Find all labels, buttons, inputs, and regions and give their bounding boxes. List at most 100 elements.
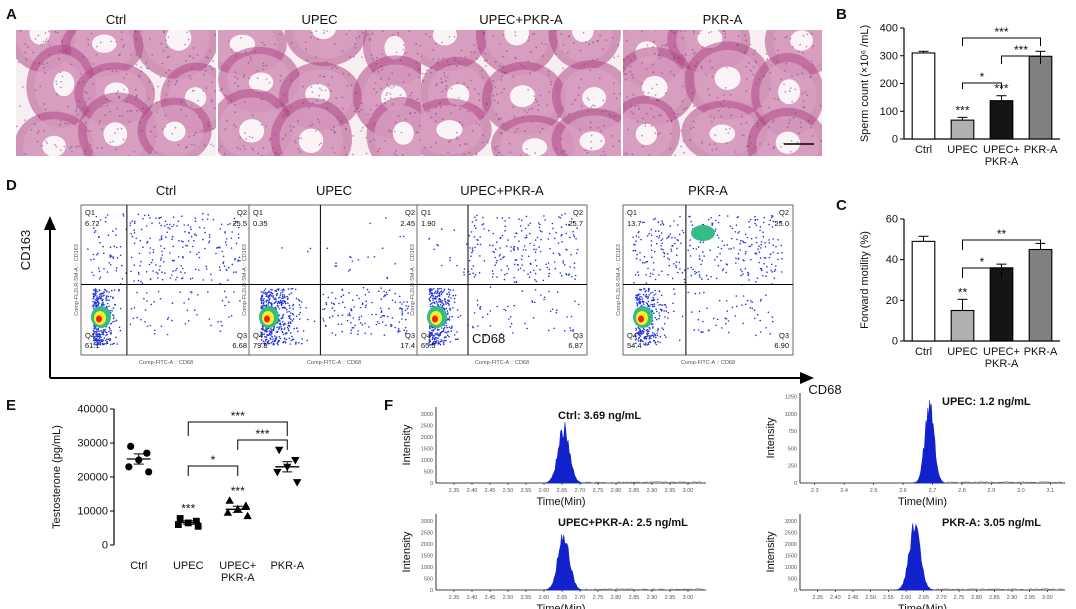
x-tick-label: 2.75 xyxy=(593,595,604,601)
cell-nucleus xyxy=(592,104,594,107)
event-dot xyxy=(323,308,326,310)
cell-nucleus xyxy=(453,104,456,107)
event-dot xyxy=(208,233,211,236)
event-dot xyxy=(657,328,659,330)
event-dot xyxy=(744,252,747,255)
event-dot xyxy=(104,339,107,342)
cell-nucleus xyxy=(641,117,644,120)
cell-nucleus xyxy=(167,36,170,39)
event-dot xyxy=(189,226,192,228)
cell-nucleus xyxy=(140,55,143,58)
event-dot xyxy=(483,260,486,262)
cell-nucleus xyxy=(330,128,333,131)
cell-nucleus xyxy=(752,66,755,68)
event-dot xyxy=(160,257,162,259)
event-dot xyxy=(647,343,650,346)
cell-nucleus xyxy=(402,44,405,46)
event-dot xyxy=(746,236,749,239)
event-dot xyxy=(149,278,152,281)
event-dot xyxy=(341,330,344,333)
cell-nucleus xyxy=(204,65,207,68)
y-tick-label: 1000 xyxy=(421,565,433,571)
cell-nucleus xyxy=(147,97,150,100)
cell-nucleus xyxy=(475,153,478,155)
event-dot xyxy=(702,331,704,333)
event-dot xyxy=(264,291,267,294)
event-dot xyxy=(645,342,647,344)
event-dot xyxy=(649,328,651,330)
event-dot xyxy=(559,254,561,256)
cell-nucleus xyxy=(447,151,449,154)
event-dot xyxy=(524,236,527,239)
cell-nucleus xyxy=(187,38,190,41)
event-dot xyxy=(725,318,728,320)
event-dot xyxy=(277,306,280,308)
event-dot xyxy=(543,298,545,301)
cell-nucleus xyxy=(745,145,748,148)
cell-nucleus xyxy=(602,150,605,153)
flow-plot-title: UPEC xyxy=(316,183,352,198)
cell-nucleus xyxy=(646,96,649,99)
event-dot xyxy=(133,232,136,234)
event-dot xyxy=(726,310,728,312)
x-tick-label: 2.55 xyxy=(521,488,532,494)
event-dot xyxy=(756,277,759,280)
cell-nucleus xyxy=(331,66,333,69)
cell-nucleus xyxy=(99,120,101,123)
cell-nucleus xyxy=(648,154,651,156)
cell-nucleus xyxy=(681,37,684,39)
event-dot xyxy=(103,288,106,291)
quadrant-q3-value: 17.4 xyxy=(400,341,415,350)
cell-nucleus xyxy=(464,143,466,145)
cell-nucleus xyxy=(354,43,356,45)
event-dot xyxy=(463,271,465,274)
cell-nucleus xyxy=(138,121,141,124)
cell-nucleus xyxy=(804,91,807,93)
cell-nucleus xyxy=(617,55,620,58)
x-tick-label: 2.50 xyxy=(503,488,514,494)
tubule-lumen xyxy=(163,121,186,142)
event-dot xyxy=(104,331,107,333)
event-dot xyxy=(769,333,771,335)
event-dot xyxy=(530,263,532,266)
event-dot xyxy=(281,294,284,296)
density-peak xyxy=(638,315,644,323)
event-dot xyxy=(224,231,226,233)
cell-nucleus xyxy=(159,76,162,78)
cell-nucleus xyxy=(810,76,812,79)
cell-nucleus xyxy=(807,119,810,122)
cell-nucleus xyxy=(562,43,565,46)
bracket-label: *** xyxy=(255,427,269,441)
cell-nucleus xyxy=(385,94,388,97)
cell-nucleus xyxy=(812,45,814,48)
event-dot xyxy=(506,272,508,275)
x-tick-label: 2.45 xyxy=(485,595,496,601)
event-dot xyxy=(280,292,282,294)
flow-tiny-x-label: Comp-FITC-A :: CD68 xyxy=(139,360,193,366)
cell-nucleus xyxy=(251,136,254,139)
cell-nucleus xyxy=(450,87,453,90)
cell-nucleus xyxy=(641,145,644,148)
event-dot xyxy=(325,303,328,306)
event-dot xyxy=(645,329,648,332)
cell-nucleus xyxy=(122,45,125,48)
event-dot xyxy=(172,216,175,218)
cell-nucleus xyxy=(240,37,242,39)
cell-nucleus xyxy=(389,130,392,133)
cell-nucleus xyxy=(613,111,615,113)
event-dot xyxy=(453,301,456,304)
event-dot xyxy=(233,223,236,225)
event-dot xyxy=(503,278,506,281)
event-dot xyxy=(636,304,639,307)
cell-nucleus xyxy=(586,151,589,154)
cell-nucleus xyxy=(311,31,313,34)
event-dot xyxy=(261,335,263,337)
event-dot xyxy=(481,224,483,226)
cell-nucleus xyxy=(651,87,654,90)
event-dot xyxy=(175,279,177,281)
cell-nucleus xyxy=(107,67,110,70)
event-dot xyxy=(577,303,580,306)
event-dot xyxy=(262,302,265,304)
cell-nucleus xyxy=(188,55,191,58)
cell-nucleus xyxy=(475,153,478,156)
